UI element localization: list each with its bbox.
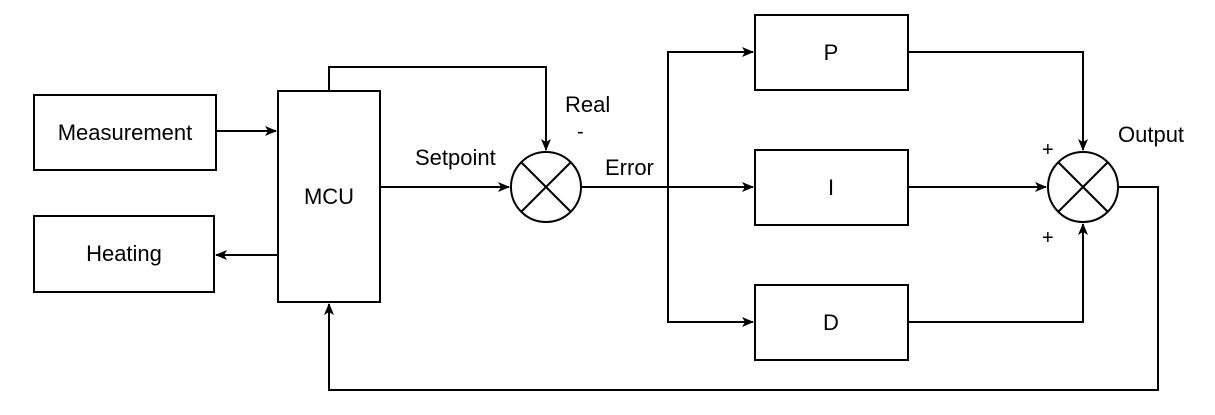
d-to-sum-arrow <box>908 223 1088 323</box>
p-to-sum-arrow <box>908 51 1088 151</box>
p-block: P <box>754 14 909 91</box>
d-label: D <box>823 310 839 335</box>
error-label: Error <box>605 155 654 180</box>
p-plus-sign: + <box>1042 139 1054 161</box>
p-label: P <box>824 40 839 65</box>
output-label: Output <box>1118 122 1184 147</box>
i-label: I <box>828 175 834 200</box>
setpoint-label: Setpoint <box>415 145 496 170</box>
i-block: I <box>754 149 909 226</box>
mcu-block: MCU <box>277 90 381 303</box>
mcu-label: MCU <box>304 184 354 209</box>
real-minus-sign: - <box>577 121 584 143</box>
measurement-label: Measurement <box>58 120 193 145</box>
output-feedback-arrow <box>324 186 1159 391</box>
d-block: D <box>754 284 909 361</box>
output-summing-junction <box>1047 151 1119 223</box>
heating-label: Heating <box>86 241 162 266</box>
heating-block: Heating <box>33 215 215 293</box>
error-to-p-arrow <box>667 47 754 187</box>
real-feedback-arrow <box>328 66 551 151</box>
d-plus-sign: + <box>1042 227 1054 249</box>
measurement-block: Measurement <box>33 94 217 171</box>
error-to-d-arrow <box>667 187 754 327</box>
real-label: Real <box>565 92 610 117</box>
error-summing-junction <box>510 151 582 223</box>
